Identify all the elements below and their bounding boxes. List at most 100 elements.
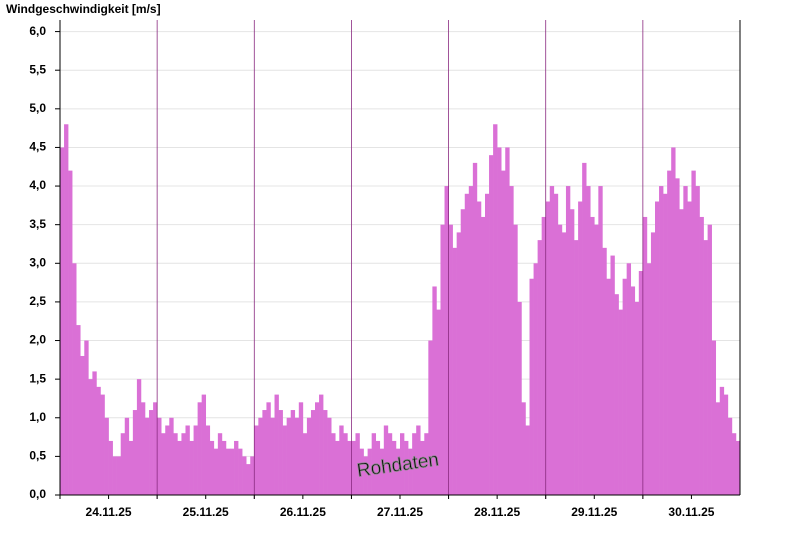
- bar: [472, 162, 478, 496]
- bar: [687, 201, 692, 495]
- bar: [485, 193, 490, 495]
- bar: [76, 325, 81, 495]
- bar: [412, 433, 417, 495]
- y-tick-label: 0,5: [29, 449, 46, 463]
- bar: [298, 402, 304, 495]
- bar: [258, 417, 263, 495]
- bar: [173, 433, 178, 495]
- y-tick-label: 4,5: [29, 140, 46, 154]
- y-tick-label: 6,0: [29, 24, 46, 38]
- bar: [201, 394, 207, 495]
- bar: [525, 425, 530, 495]
- bar: [149, 410, 154, 495]
- bar: [136, 379, 142, 495]
- bar: [290, 410, 296, 495]
- bar: [586, 186, 591, 495]
- bar: [424, 433, 429, 495]
- bar: [315, 402, 320, 495]
- bar: [225, 448, 231, 495]
- bar: [671, 147, 676, 495]
- bar: [335, 440, 340, 495]
- bar: [395, 448, 401, 495]
- y-tick-label: 3,5: [29, 217, 46, 231]
- bar: [703, 240, 708, 495]
- bar: [517, 301, 522, 495]
- y-tick-label: 1,5: [29, 371, 46, 385]
- bar: [355, 433, 360, 495]
- bar: [375, 440, 381, 495]
- bar: [602, 247, 607, 495]
- bar: [343, 433, 348, 495]
- bar: [246, 464, 251, 495]
- x-tick-label: 30.11.25: [668, 505, 714, 519]
- y-tick-label: 3,0: [29, 255, 46, 269]
- y-tick-label: 1,0: [29, 410, 46, 424]
- bar: [213, 448, 219, 495]
- bar: [367, 448, 372, 495]
- bar: [92, 371, 97, 495]
- bar: [391, 440, 397, 495]
- bar: [561, 232, 567, 495]
- bar: [306, 417, 312, 495]
- bar: [319, 394, 324, 495]
- bar: [96, 386, 101, 495]
- bar: [444, 186, 449, 495]
- bar: [404, 440, 409, 495]
- y-tick-label: 0,0: [29, 487, 46, 501]
- bar: [448, 224, 453, 495]
- bar: [513, 224, 518, 495]
- bar: [497, 147, 502, 495]
- bar: [68, 170, 73, 496]
- x-tick-label: 27.11.25: [377, 505, 423, 519]
- bar: [161, 433, 166, 495]
- bar: [667, 170, 672, 496]
- x-tick-label: 28.11.25: [474, 505, 520, 519]
- bar: [286, 417, 292, 495]
- bar: [262, 410, 267, 495]
- x-tick-label: 24.11.25: [86, 505, 132, 519]
- bar: [679, 209, 684, 495]
- bar: [675, 178, 680, 496]
- bar: [347, 440, 352, 495]
- bar: [197, 402, 202, 495]
- bar: [509, 186, 514, 495]
- bar: [480, 216, 486, 495]
- bar: [169, 417, 174, 495]
- bar: [537, 240, 542, 495]
- bar: [84, 340, 89, 495]
- bar: [189, 440, 194, 495]
- y-tick-label: 2,0: [29, 333, 46, 347]
- bar: [157, 417, 162, 495]
- bar: [574, 240, 579, 495]
- bar: [363, 456, 368, 495]
- bar: [100, 394, 105, 495]
- bar: [541, 216, 547, 495]
- bar: [699, 216, 704, 495]
- bar: [60, 147, 65, 495]
- bar: [493, 124, 498, 495]
- bar: [420, 440, 425, 495]
- bar: [132, 410, 138, 495]
- bar: [460, 209, 466, 495]
- bar: [634, 301, 640, 495]
- bar: [436, 309, 441, 495]
- bar: [242, 456, 247, 495]
- bar: [274, 394, 279, 495]
- bar: [185, 425, 190, 495]
- bar: [153, 402, 158, 495]
- bar: [359, 448, 364, 495]
- bar: [663, 193, 668, 495]
- y-tick-label: 2,5: [29, 294, 46, 308]
- bar: [193, 425, 198, 495]
- bar: [302, 433, 308, 495]
- bar: [549, 186, 555, 495]
- bar: [379, 448, 385, 495]
- bar: [371, 433, 377, 495]
- bar: [553, 193, 559, 495]
- bar: [140, 402, 146, 495]
- bar: [254, 425, 259, 495]
- bar: [638, 271, 644, 495]
- bar: [727, 417, 733, 495]
- bar: [489, 155, 494, 495]
